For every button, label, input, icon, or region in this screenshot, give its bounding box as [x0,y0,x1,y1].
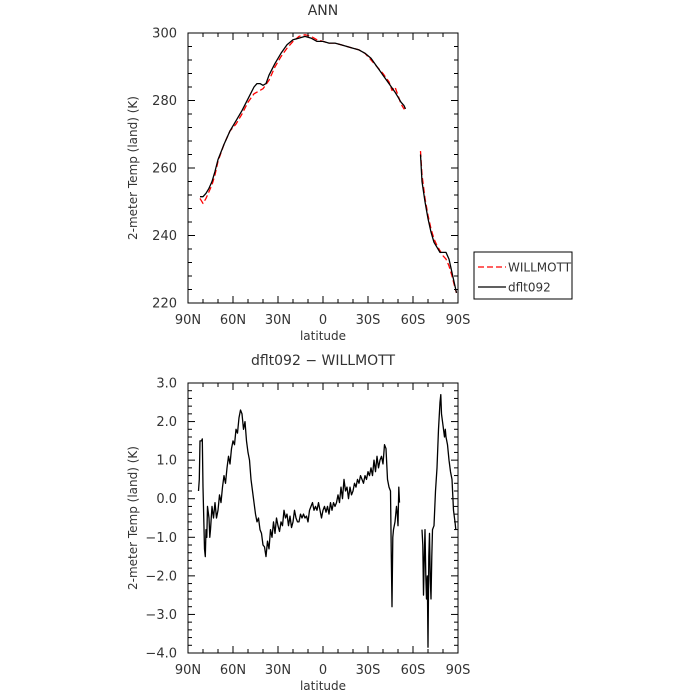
legend-label: dflt092 [508,281,551,295]
plot-frame [187,32,459,304]
x-tick-label: 60S [401,313,426,328]
legend-label: WILLMOTT [508,261,572,275]
y-tick-label: 240 [152,229,177,244]
y-tick-label: 2.0 [156,415,177,430]
y-tick-label: 0.0 [156,492,177,507]
x-tick-label: 30N [265,663,291,678]
x-tick-label: 30S [356,663,381,678]
chart-title: ANN [308,3,339,19]
x-tick-label: 60S [401,663,426,678]
series-line-dflt092-willmott-seg0 [197,409,401,608]
bottom-panel: 90N 60N 30N 0 30S 60S 90S −4.0 −3.0 −2.0 −1.0 0.0 1.… [126,353,470,693]
x-axis-label: latitude [300,679,346,693]
x-tick-label: 30S [356,313,381,328]
x-tick-label: 0 [319,663,327,678]
x-tick-label: 90N [175,663,201,678]
y-axis-label: 2-meter Temp (land) (K) [126,96,140,240]
y-tick-label: 220 [152,297,177,312]
legend-box [473,251,573,300]
y-tick-label: −2.0 [145,569,177,584]
y-tick-label: 260 [152,162,177,177]
chart-title: dflt092 − WILLMOTT [251,353,396,369]
series-line-dflt092-willmott-seg1 [421,393,457,648]
x-tick-label: 90S [446,663,471,678]
series-line-dflt092-seg0 [200,35,407,198]
series-line-willmott-seg0 [199,34,407,205]
x-tick-label: 60N [220,313,246,328]
plot-frame [187,382,459,654]
y-tick-label: 1.0 [156,454,177,469]
y-tick-label: −3.0 [145,608,177,623]
y-tick-label: 3.0 [156,377,177,392]
series-line-willmott-seg1 [419,151,458,294]
legend: WILLMOTT dflt092 [473,251,573,300]
x-tick-label: 90N [175,313,201,328]
x-tick-label: 60N [220,663,246,678]
y-tick-label: −1.0 [145,531,177,546]
y-tick-label: 280 [152,94,177,109]
x-tick-label: 90S [446,313,471,328]
y-tick-label: 300 [152,27,177,42]
y-axis-label: 2-meter Temp (land) (K) [126,446,140,590]
series-line-dflt092-seg1 [419,154,458,294]
x-tick-label: 30N [265,313,291,328]
top-panel: 90N 60N 30N 0 30S 60S 90S 220 240 260 280 300 ANN lat… [126,3,470,343]
x-tick-label: 0 [319,313,327,328]
x-axis-label: latitude [300,329,346,343]
y-tick-label: −4.0 [145,647,177,662]
